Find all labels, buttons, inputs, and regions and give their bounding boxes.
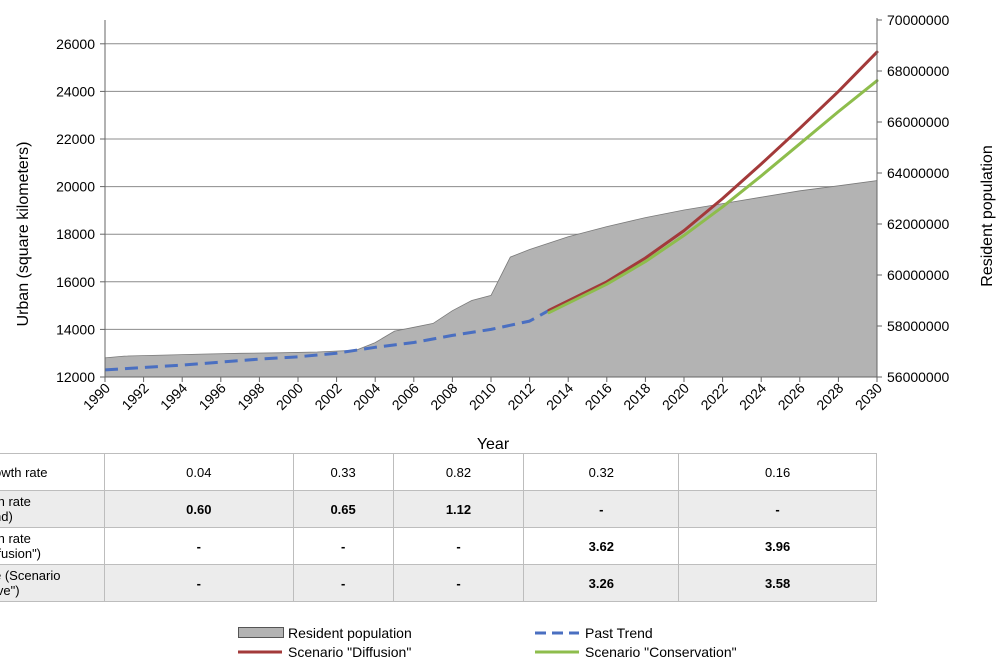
- series-area-resident-population: [104, 180, 878, 378]
- legend-label: Scenario "Diffusion": [288, 644, 412, 660]
- x-tick-label: 2018: [620, 380, 653, 413]
- table-row-label: owth rate: [0, 453, 105, 491]
- y-right-tick-label: 56000000: [887, 369, 950, 385]
- row-label-text: th rate nd): [0, 494, 31, 524]
- x-tick-label: 2010: [466, 380, 499, 413]
- row-label-text: owth rate: [0, 464, 48, 480]
- table-cell: -: [292, 564, 394, 602]
- table-cell: 3.26: [523, 564, 680, 602]
- x-tick-label: 1992: [118, 380, 151, 413]
- x-tick-label: 2020: [659, 380, 692, 413]
- y-axis-right-title: Resident population: [979, 145, 996, 286]
- table-cell: -: [103, 527, 294, 565]
- table-cell: -: [678, 490, 877, 528]
- x-tick-label: 2006: [389, 380, 422, 413]
- series-layer: [104, 50, 879, 378]
- table-row: th rate ffusion")---3.623.96: [0, 527, 877, 565]
- x-tick-label: 2024: [736, 380, 769, 413]
- table-row-label: th rate ffusion"): [0, 527, 105, 565]
- y-right-tick-label: 58000000: [887, 318, 950, 334]
- y-left-tick-label: 12000: [56, 369, 95, 385]
- x-tick-label: 2016: [582, 380, 615, 413]
- legend-label: Scenario "Conservation": [585, 644, 737, 660]
- y-right-tick-label: 68000000: [887, 63, 950, 79]
- series-line-2: [547, 50, 879, 312]
- legend-swatch-area: [238, 627, 284, 638]
- table-row: owth rate 0.040.330.820.320.16: [0, 453, 877, 491]
- x-tick-label: 1998: [234, 380, 267, 413]
- table-row-label: th rate nd): [0, 490, 105, 528]
- y-left-tick-label: 16000: [56, 274, 95, 290]
- x-tick-label: 2026: [775, 380, 808, 413]
- y-axis-left-title: Urban (square kilometers): [15, 142, 32, 327]
- table-cell: 0.65: [292, 490, 394, 528]
- legend: Resident population Past Trend Scenario …: [0, 624, 996, 662]
- table-cell: 1.12: [392, 490, 525, 528]
- legend-swatch-line: [238, 650, 282, 654]
- x-tick-label: 2004: [350, 380, 383, 413]
- table-cell: -: [292, 527, 394, 565]
- x-tick-label: 2030: [852, 380, 885, 413]
- row-label-text: e (Scenario ive"): [0, 568, 61, 598]
- chart: 12000 14000 16000 18000 20000 22000 24000 26000…: [15, 12, 996, 453]
- table-cell: 0.32: [523, 453, 680, 491]
- legend-label: Past Trend: [585, 625, 653, 641]
- x-tick-label: 2000: [273, 380, 306, 413]
- x-tick-label: 2008: [427, 380, 460, 413]
- x-tick-label: 2022: [697, 380, 730, 413]
- series-line-1: [104, 309, 550, 372]
- table-cell: 0.60: [103, 490, 294, 528]
- table-cell: 0.04: [103, 453, 294, 491]
- table-cell: -: [392, 564, 525, 602]
- table-cell: -: [392, 527, 525, 565]
- x-tick-label: 2028: [813, 380, 846, 413]
- table-cell: 3.96: [678, 527, 877, 565]
- x-tick-label: 2014: [543, 380, 576, 413]
- table-cell: 3.58: [678, 564, 877, 602]
- y-right-tick-label: 66000000: [887, 114, 950, 130]
- y-left-tick-label: 18000: [56, 226, 95, 242]
- table-row-label: e (Scenario ive"): [0, 564, 105, 602]
- table-cell: 3.62: [523, 527, 680, 565]
- table-cell: 0.33: [292, 453, 394, 491]
- table-cell: -: [103, 564, 294, 602]
- y-left-tick-label: 22000: [56, 131, 95, 147]
- legend-swatch-line: [535, 650, 579, 654]
- y-right-tick-label: 64000000: [887, 165, 950, 181]
- growth-rate-table: owth rate 0.040.330.820.320.16 th rate nd)…: [0, 453, 877, 602]
- table-row: th rate nd)0.600.651.12--: [0, 490, 877, 528]
- x-tick-label: 1996: [196, 380, 229, 413]
- series-line-3: [547, 79, 879, 315]
- table-cell: 0.82: [392, 453, 525, 491]
- gridlines: [105, 43, 877, 378]
- x-tick-label: 1994: [157, 380, 190, 413]
- row-label-text: th rate ffusion"): [0, 531, 42, 561]
- y-left-tick-label: 20000: [56, 179, 95, 195]
- y-left-tick-label: 24000: [56, 83, 95, 99]
- legend-label: Resident population: [288, 625, 412, 641]
- y-left-tick-label: 26000: [56, 36, 95, 52]
- table-row: e (Scenario ive")---3.263.58: [0, 564, 877, 602]
- y-right-tick-label: 62000000: [887, 216, 950, 232]
- legend-swatch-dashed: [535, 631, 579, 635]
- x-axis-title: Year: [477, 436, 510, 453]
- x-tick-label: 2002: [311, 380, 344, 413]
- y-left-tick-label: 14000: [56, 321, 95, 337]
- y-right-tick-label: 70000000: [887, 12, 950, 28]
- table-cell: 0.16: [678, 453, 877, 491]
- y-right-tick-label: 60000000: [887, 267, 950, 283]
- x-tick-label: 2012: [504, 380, 537, 413]
- table-cell: -: [523, 490, 680, 528]
